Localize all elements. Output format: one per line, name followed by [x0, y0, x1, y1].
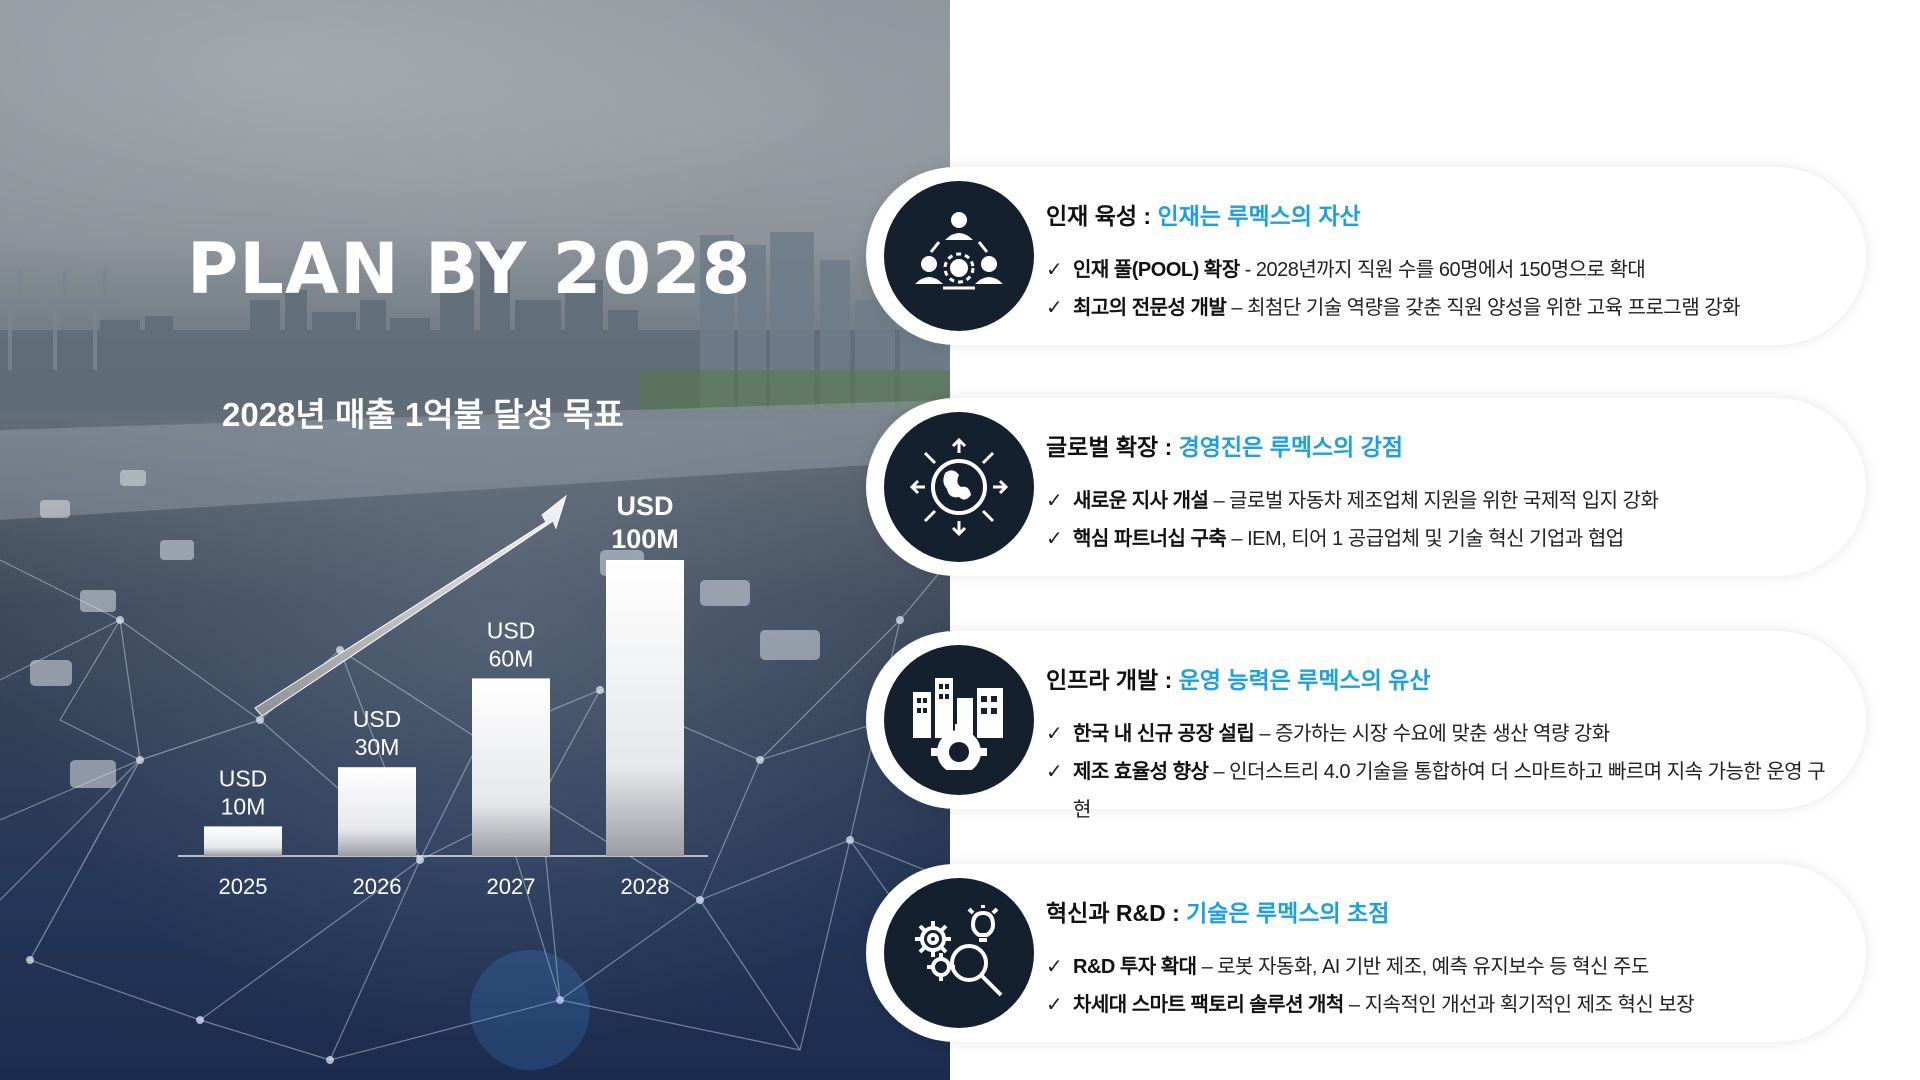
x-tick-label: 2026 [353, 874, 402, 899]
data-label-line: USD [616, 491, 673, 521]
check-icon: ✓ [1046, 259, 1063, 281]
check-icon: ✓ [1046, 490, 1063, 512]
bullet-heading: R&D 투자 확대 [1073, 956, 1197, 978]
card-title: 인재 육성 : 인재는 루멕스의 자산 [1046, 197, 1361, 231]
bullet-item: ✓ 제조 효율성 향상 – 인더스트리 4.0 기술을 통합하여 더 스마트하고 … [1046, 753, 1826, 829]
bullet-heading: 최고의 전문성 개발 [1073, 297, 1227, 319]
bullet-list: ✓ 한국 내 신규 공장 설립 – 증가하는 시장 수요에 맞춘 생산 역량 강화… [1046, 715, 1826, 829]
background-photo: PLAN BY 2028 2028년 매출 1억불 달성 목표 USD 10M US… [0, 0, 950, 1080]
card-title: 혁신과 R&D : 기술은 루멕스의 초점 [1046, 894, 1389, 928]
x-tick-label: 2028 [621, 874, 670, 899]
bullet-item: ✓ 차세대 스마트 팩토리 솔루션 개척 – 지속적인 개선과 획기적인 제조 혁… [1046, 986, 1826, 1024]
data-label-2025: USD 10M [219, 765, 268, 819]
data-label-2028: USD 100M [611, 491, 679, 554]
data-label-line: USD [353, 706, 402, 732]
data-label-line: 10M [221, 793, 266, 819]
bullet-list: ✓ 새로운 지사 개설 – 글로벌 자동차 제조업체 지원을 위한 국제적 입지 … [1046, 482, 1826, 558]
bullet-heading: 제조 효율성 향상 [1073, 761, 1209, 783]
bullet-heading: 차세대 스마트 팩토리 솔루션 개척 [1073, 994, 1344, 1016]
card-talent: 인재 육성 : 인재는 루멕스의 자산 ✓ 인재 풀(POOL) 확장 - 202… [866, 167, 1866, 345]
data-label-2027: USD 60M [487, 617, 536, 671]
card-title-highlight: 운영 능력은 루멕스의 유산 [1178, 667, 1431, 693]
card-title-highlight: 인재는 루멕스의 자산 [1157, 203, 1361, 229]
bullet-item: ✓ 핵심 파트너십 구축 – IEM, 티어 1 공급업체 및 기술 혁신 기업과… [1046, 520, 1826, 558]
gears-bulb-magnifier-icon [884, 878, 1034, 1028]
card-title: 인프라 개발 : 운영 능력은 루멕스의 유산 [1046, 661, 1431, 695]
x-tick-label: 2027 [487, 874, 536, 899]
check-icon: ✓ [1046, 723, 1063, 745]
data-label-line: USD [219, 765, 268, 791]
bullet-text: – IEM, 티어 1 공급업체 및 기술 혁신 기업과 협업 [1226, 528, 1624, 550]
bullet-list: ✓ 인재 풀(POOL) 확장 - 2028년까지 직원 수를 60명에서 150… [1046, 251, 1826, 327]
bullet-item: ✓ 한국 내 신규 공장 설립 – 증가하는 시장 수요에 맞춘 생산 역량 강화 [1046, 715, 1826, 753]
check-icon: ✓ [1046, 528, 1063, 550]
check-icon: ✓ [1046, 297, 1063, 319]
bullet-text: - 2028년까지 직원 수를 60명에서 150명으로 확대 [1239, 259, 1646, 281]
bullet-text: – 증가하는 시장 수요에 맞춘 생산 역량 강화 [1254, 723, 1610, 745]
x-tick-label: 2025 [219, 874, 268, 899]
bar-2028 [606, 560, 684, 856]
bullet-item: ✓ 인재 풀(POOL) 확장 - 2028년까지 직원 수를 60명에서 150… [1046, 251, 1826, 289]
bullet-heading: 핵심 파트너십 구축 [1073, 528, 1227, 550]
card-global: 글로벌 확장 : 경영진은 루멕스의 강점 ✓ 새로운 지사 개설 – 글로벌 자… [866, 398, 1866, 576]
card-title-main: 인프라 개발 : [1046, 667, 1179, 693]
data-label-line: 30M [355, 734, 400, 760]
data-label-2026: USD 30M [353, 706, 402, 760]
check-icon: ✓ [1046, 761, 1063, 783]
bar-2025 [204, 826, 282, 856]
card-title: 글로벌 확장 : 경영진은 루멕스의 강점 [1046, 428, 1403, 462]
bullet-text: – 지속적인 개선과 획기적인 제조 혁신 보장 [1343, 994, 1695, 1016]
bullet-heading: 한국 내 신규 공장 설립 [1073, 723, 1255, 745]
card-title-main: 인재 육성 : [1046, 203, 1158, 229]
bullet-heading: 새로운 지사 개설 [1073, 490, 1209, 512]
data-label-line: USD [487, 617, 536, 643]
data-label-line: 60M [489, 645, 534, 671]
globe-expand-icon [884, 412, 1034, 562]
bullet-text: – 최첨단 기술 역량을 갖춘 직원 양성을 위한 고육 프로그램 강화 [1226, 297, 1741, 319]
card-title-highlight: 경영진은 루멕스의 강점 [1178, 434, 1404, 460]
bar-2027 [472, 678, 550, 856]
city-skyline [0, 232, 950, 788]
bullet-text: – 로봇 자동화, AI 기반 제조, 예측 유지보수 등 혁신 주도 [1196, 956, 1650, 978]
bullet-heading: 인재 풀(POOL) 확장 [1073, 259, 1240, 281]
chart-subtitle: 2028년 매출 1억불 달성 목표 [222, 396, 624, 433]
card-title-highlight: 기술은 루멕스의 초점 [1186, 900, 1390, 926]
card-innovation: 혁신과 R&D : 기술은 루멕스의 초점 ✓ R&D 투자 확대 – 로봇 자동… [866, 864, 1866, 1042]
people-network-icon [884, 181, 1034, 331]
bullet-item: ✓ R&D 투자 확대 – 로봇 자동화, AI 기반 제조, 예측 유지보수 등… [1046, 948, 1826, 986]
bullet-item: ✓ 새로운 지사 개설 – 글로벌 자동차 제조업체 지원을 위한 국제적 입지 … [1046, 482, 1826, 520]
bullet-text: – 글로벌 자동차 제조업체 지원을 위한 국제적 입지 강화 [1208, 490, 1659, 512]
bullet-item: ✓ 최고의 전문성 개발 – 최첨단 기술 역량을 갖춘 직원 양성을 위한 고육… [1046, 289, 1826, 327]
check-icon: ✓ [1046, 994, 1063, 1016]
card-infrastructure: 인프라 개발 : 운영 능력은 루멕스의 유산 ✓ 한국 내 신규 공장 설립 –… [866, 631, 1866, 821]
factory-gear-icon [884, 645, 1034, 795]
bullet-list: ✓ R&D 투자 확대 – 로봇 자동화, AI 기반 제조, 예측 유지보수 등… [1046, 948, 1826, 1024]
growth-arrow [254, 494, 567, 717]
check-icon: ✓ [1046, 956, 1063, 978]
data-label-line: 100M [611, 524, 679, 554]
page-title: PLAN BY 2028 [187, 228, 752, 310]
bar-2026 [338, 767, 416, 856]
card-title-main: 글로벌 확장 : [1046, 434, 1179, 460]
card-title-main: 혁신과 R&D : [1046, 900, 1187, 926]
bullet-text: – 인더스트리 4.0 기술을 통합하여 더 스마트하고 빠르며 지속 가능한 … [1073, 761, 1826, 821]
